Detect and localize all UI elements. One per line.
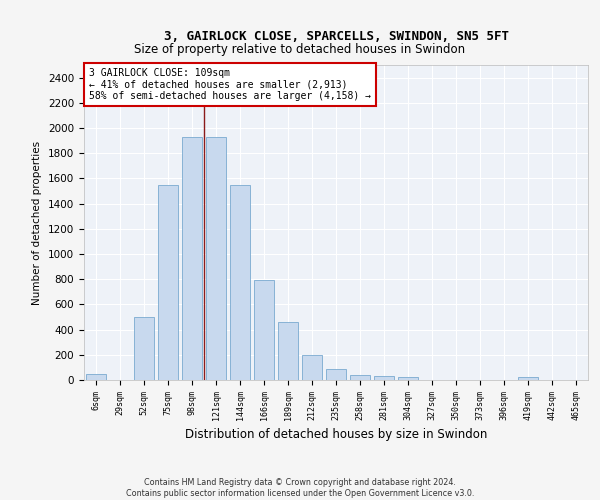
Bar [206, 138, 226, 380]
X-axis label: Distribution of detached houses by size in Swindon: Distribution of detached houses by size … [185, 428, 487, 441]
Bar [374, 376, 394, 380]
Bar [302, 356, 322, 380]
Bar [278, 322, 298, 380]
Bar [182, 138, 202, 380]
Title: 3, GAIRLOCK CLOSE, SPARCELLS, SWINDON, SN5 5FT: 3, GAIRLOCK CLOSE, SPARCELLS, SWINDON, S… [163, 30, 509, 43]
Bar [134, 317, 154, 380]
Bar [350, 375, 370, 380]
Bar [518, 378, 538, 380]
Bar [398, 378, 418, 380]
Bar [326, 368, 346, 380]
Y-axis label: Number of detached properties: Number of detached properties [32, 140, 43, 304]
Bar [254, 280, 274, 380]
Bar [158, 184, 178, 380]
Bar [86, 374, 106, 380]
Bar [230, 184, 250, 380]
Text: 3 GAIRLOCK CLOSE: 109sqm
← 41% of detached houses are smaller (2,913)
58% of sem: 3 GAIRLOCK CLOSE: 109sqm ← 41% of detach… [89, 68, 371, 102]
Text: Size of property relative to detached houses in Swindon: Size of property relative to detached ho… [134, 42, 466, 56]
Text: Contains HM Land Registry data © Crown copyright and database right 2024.
Contai: Contains HM Land Registry data © Crown c… [126, 478, 474, 498]
